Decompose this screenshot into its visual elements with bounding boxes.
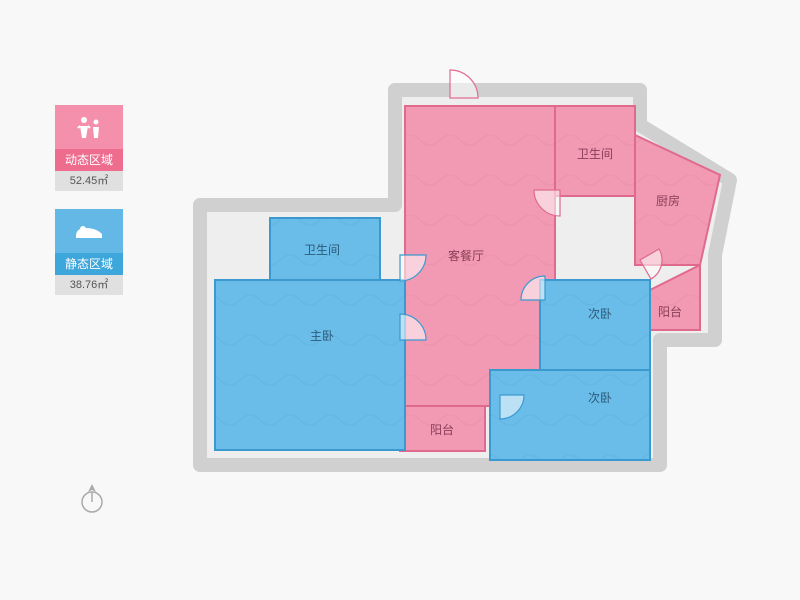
room-label-balcony1: 阳台 (430, 422, 454, 437)
room-label-balcony2: 阳台 (658, 304, 682, 319)
floorplan: 客餐厅卫生间厨房阳台阳台主卧卫生间次卧次卧 (0, 0, 800, 600)
room-label-bath1: 卫生间 (304, 243, 340, 257)
room-label-kitchen: 厨房 (656, 193, 680, 208)
compass-icon (78, 480, 106, 516)
door-arc-0 (450, 70, 478, 98)
room-label-bed3: 次卧 (588, 391, 612, 405)
room-label-master: 主卧 (310, 329, 334, 343)
room-bed2 (540, 280, 650, 370)
room-label-living: 客餐厅 (448, 248, 484, 263)
room-label-bath2: 卫生间 (577, 147, 613, 161)
room-label-bed2: 次卧 (588, 307, 612, 321)
room-master (215, 280, 405, 450)
